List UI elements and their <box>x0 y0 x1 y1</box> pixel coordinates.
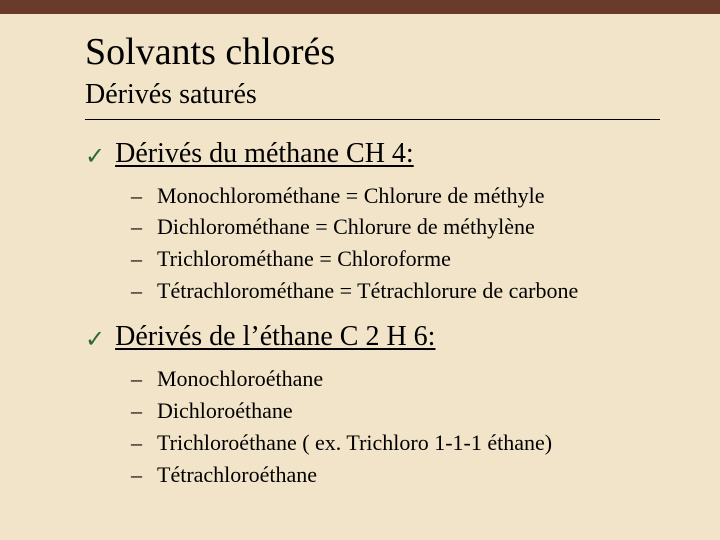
item-list: – Monochlorométhane = Chlorure de méthyl… <box>131 180 660 308</box>
check-icon: ✓ <box>85 145 105 169</box>
item-text: Monochloroéthane <box>157 363 323 395</box>
list-item: – Tétrachloroéthane <box>131 459 660 491</box>
list-item: – Monochlorométhane = Chlorure de méthyl… <box>131 180 660 212</box>
item-text: Dichloroéthane <box>157 395 293 427</box>
item-text: Tétrachloroéthane <box>157 459 317 491</box>
dash-icon: – <box>131 275 145 307</box>
list-item: – Tétrachlorométhane = Tétrachlorure de … <box>131 275 660 307</box>
section-heading: Dérivés de l’éthane C 2 H 6: <box>115 321 435 353</box>
section-methane: ✓ Dérivés du méthane CH 4: – Monochlorom… <box>85 138 660 308</box>
dash-icon: – <box>131 427 145 459</box>
section-heading: Dérivés du méthane CH 4: <box>115 138 414 170</box>
section-heading-row: ✓ Dérivés de l’éthane C 2 H 6: <box>85 321 660 353</box>
item-text: Dichlorométhane = Chlorure de méthylène <box>157 211 535 243</box>
dash-icon: – <box>131 180 145 212</box>
list-item: – Dichlorométhane = Chlorure de méthylèn… <box>131 211 660 243</box>
check-icon: ✓ <box>85 328 105 352</box>
dash-icon: – <box>131 395 145 427</box>
item-text: Trichloroéthane ( ex. Trichloro 1-1-1 ét… <box>157 427 552 459</box>
top-accent-bar <box>0 0 720 14</box>
item-text: Trichlorométhane = Chloroforme <box>157 243 451 275</box>
dash-icon: – <box>131 211 145 243</box>
section-heading-row: ✓ Dérivés du méthane CH 4: <box>85 138 660 170</box>
item-list: – Monochloroéthane – Dichloroéthane – Tr… <box>131 363 660 491</box>
title-divider <box>85 119 660 120</box>
list-item: – Trichloroéthane ( ex. Trichloro 1-1-1 … <box>131 427 660 459</box>
item-text: Monochlorométhane = Chlorure de méthyle <box>157 180 545 212</box>
section-ethane: ✓ Dérivés de l’éthane C 2 H 6: – Monochl… <box>85 321 660 491</box>
list-item: – Monochloroéthane <box>131 363 660 395</box>
slide-title: Solvants chlorés <box>85 32 660 74</box>
item-text: Tétrachlorométhane = Tétrachlorure de ca… <box>157 275 578 307</box>
slide: Solvants chlorés Dérivés saturés ✓ Dériv… <box>0 0 720 540</box>
dash-icon: – <box>131 459 145 491</box>
slide-subtitle: Dérivés saturés <box>85 80 660 111</box>
list-item: – Trichlorométhane = Chloroforme <box>131 243 660 275</box>
dash-icon: – <box>131 243 145 275</box>
list-item: – Dichloroéthane <box>131 395 660 427</box>
dash-icon: – <box>131 363 145 395</box>
